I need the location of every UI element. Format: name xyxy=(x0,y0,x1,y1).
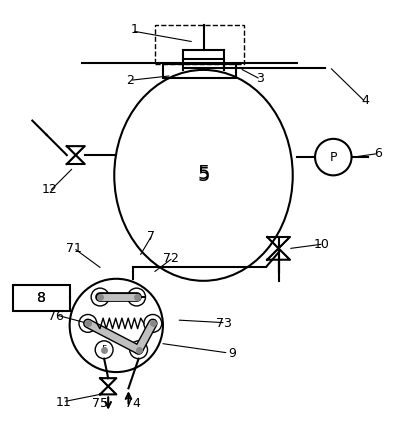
Bar xyxy=(163,64,236,78)
Text: 3: 3 xyxy=(150,319,155,328)
Text: 9: 9 xyxy=(228,347,236,361)
Text: 1: 1 xyxy=(97,293,103,301)
Text: 3: 3 xyxy=(256,71,264,84)
Text: 5: 5 xyxy=(197,166,210,185)
Text: 8: 8 xyxy=(37,291,46,305)
Text: P: P xyxy=(330,151,337,163)
Text: 71: 71 xyxy=(66,242,82,255)
Text: 6: 6 xyxy=(85,319,91,328)
Text: 4: 4 xyxy=(362,94,370,107)
Text: 7: 7 xyxy=(147,230,155,243)
Text: 12: 12 xyxy=(42,183,57,196)
Text: 5: 5 xyxy=(101,345,107,354)
Bar xyxy=(155,25,244,64)
Text: 6: 6 xyxy=(374,147,382,160)
Text: 10: 10 xyxy=(313,238,329,251)
Text: 76: 76 xyxy=(48,309,63,323)
Text: 2: 2 xyxy=(134,293,139,301)
Text: 1: 1 xyxy=(131,23,138,36)
Text: 73: 73 xyxy=(216,317,232,330)
Text: 8: 8 xyxy=(37,291,46,305)
Text: 11: 11 xyxy=(56,396,72,409)
Text: 4: 4 xyxy=(136,345,141,354)
Bar xyxy=(13,285,70,311)
Text: 5: 5 xyxy=(197,164,210,183)
Text: 2: 2 xyxy=(127,74,134,87)
Text: 72: 72 xyxy=(163,252,179,265)
Text: 75: 75 xyxy=(92,397,108,410)
Text: 74: 74 xyxy=(125,397,140,410)
